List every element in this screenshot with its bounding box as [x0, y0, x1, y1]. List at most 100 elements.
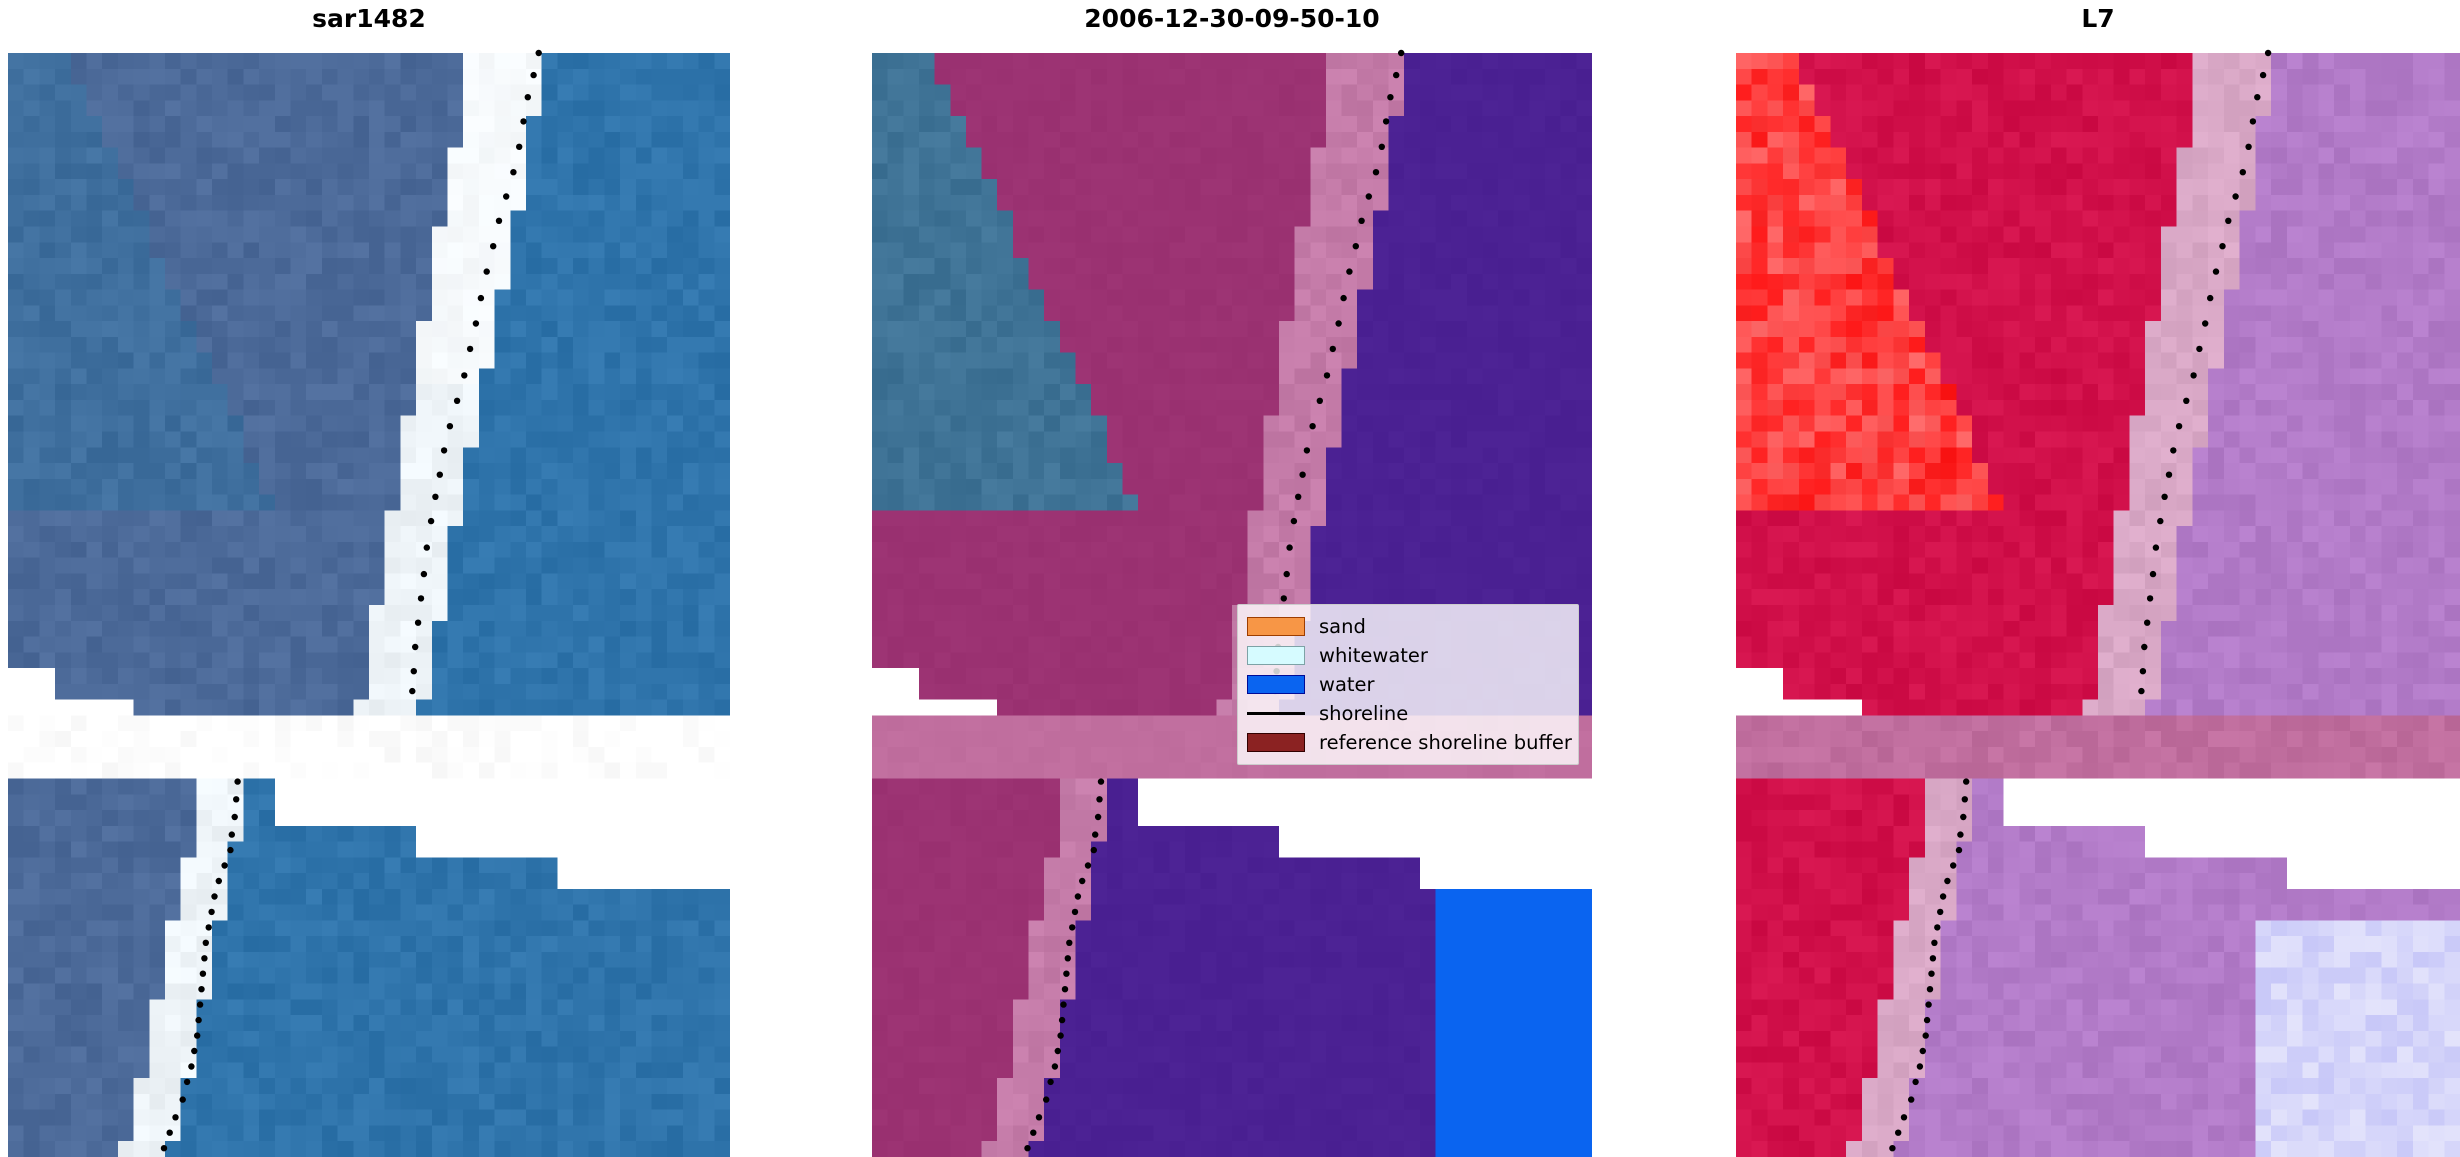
legend-label-water: water [1319, 672, 1375, 696]
shoreline-dot [1928, 970, 1935, 977]
shoreline-dot [183, 1078, 191, 1086]
panel-sar: sar1482 [8, 0, 730, 1157]
shoreline-dot [1923, 1016, 1931, 1024]
shoreline-dot [1889, 1145, 1896, 1152]
shoreline-dot [1051, 1063, 1059, 1070]
shoreline-dot [1283, 570, 1290, 578]
shoreline-dot [530, 71, 537, 79]
shoreline-dot [417, 595, 425, 602]
shoreline-dot [2249, 118, 2257, 125]
shoreline-dot [1047, 1078, 1054, 1086]
shoreline-dot [194, 1032, 201, 1039]
shoreline-dot [160, 1145, 168, 1152]
shoreline-dot [227, 846, 234, 854]
shoreline-dot [1096, 796, 1103, 803]
panel-title-sar: sar1482 [312, 4, 426, 33]
shoreline-dot [1950, 862, 1957, 869]
shoreline-dot [233, 796, 240, 803]
shoreline-dot [1963, 778, 1970, 785]
l7-raster-canvas [1736, 53, 2460, 1157]
panel-title-l7: L7 [2081, 4, 2115, 33]
shoreline-dot [2139, 668, 2147, 675]
shoreline-dot [1939, 893, 1947, 900]
shoreline-dot [1387, 94, 1394, 101]
shoreline-dot [1094, 813, 1102, 821]
shoreline-dot [202, 939, 209, 946]
shoreline-dot [2157, 517, 2164, 525]
shoreline-dot [1960, 813, 1967, 821]
shoreline-dot [2146, 595, 2154, 602]
shoreline-dot [490, 243, 497, 250]
shoreline-dot [1929, 955, 1937, 962]
shoreline-dot [1908, 1096, 1915, 1103]
shoreline-dot [198, 986, 205, 993]
shoreline-dot [2239, 169, 2246, 176]
shoreline-dot [1058, 1016, 1066, 1024]
shoreline-dot [446, 423, 454, 430]
legend-box: sand whitewater water shoreline referenc… [1237, 604, 1579, 765]
shoreline-dot [2212, 268, 2220, 275]
shoreline-dot [1329, 345, 1336, 353]
raster-sar [8, 49, 730, 1157]
legend-item-water: water [1247, 670, 1569, 699]
shoreline-dot [1303, 447, 1311, 454]
shoreline-dot [1372, 169, 1380, 176]
sar-raster-canvas [8, 53, 730, 1157]
shoreline-dot [466, 345, 474, 353]
shoreline-dot [1309, 423, 1316, 430]
shoreline-dot [1097, 778, 1105, 785]
shoreline-dot [1280, 595, 1287, 602]
shoreline-dot [461, 372, 468, 379]
shoreline-dot [1335, 320, 1342, 327]
shoreline-dot [1955, 846, 1963, 854]
shoreline-dot [1064, 955, 1071, 962]
water-swatch-icon [1247, 675, 1305, 694]
legend-item-sand: sand [1247, 612, 1569, 641]
shoreline-overlay-l7 [1889, 49, 2272, 1152]
legend-item-whitewater: whitewater [1247, 641, 1569, 670]
shoreline-dot [524, 94, 531, 101]
shoreline-dot [1066, 939, 1073, 946]
shoreline-dot [211, 893, 218, 900]
shoreline-dot [1286, 544, 1293, 551]
shoreline-dot [409, 687, 416, 695]
shoreline-dot [2183, 397, 2190, 404]
shoreline-dot [231, 813, 238, 821]
shoreline-dot [1957, 831, 1964, 838]
shoreline-dot [516, 143, 523, 150]
shoreline-dot [410, 668, 417, 675]
shoreline-dot [166, 1129, 173, 1136]
shoreline-dot [1352, 243, 1359, 250]
shoreline-overlay-sar [160, 49, 542, 1152]
shoreline-dot [520, 118, 527, 125]
shoreline-dot [172, 1114, 179, 1121]
shoreline-dot [2259, 71, 2267, 79]
shoreline-dot [503, 193, 510, 200]
shoreline-dot [1323, 372, 1331, 379]
shoreline-dot [1295, 493, 1302, 500]
legend-item-reference-buffer: reference shoreline buffer [1247, 728, 1572, 757]
shoreline-dot [2149, 570, 2157, 578]
shoreline-dot [1346, 268, 1353, 275]
legend-label-whitewater: whitewater [1319, 643, 1428, 667]
shoreline-dot [191, 1047, 198, 1055]
panel-classified: 2006-12-30-09-50-10 [872, 0, 1592, 1157]
shoreline-dot [2232, 193, 2239, 200]
shoreline-dot [1092, 831, 1099, 838]
shoreline-dot [1895, 1129, 1902, 1136]
shoreline-dot [440, 447, 448, 454]
panel-l7: L7 [1736, 0, 2460, 1157]
panel-title-classified: 2006-12-30-09-50-10 [1084, 4, 1380, 33]
raster-l7 [1736, 49, 2460, 1157]
shoreline-dot [1054, 1047, 1061, 1055]
shoreline-dot [414, 619, 422, 626]
shoreline-dot [477, 294, 485, 302]
shoreline-dot [2165, 471, 2173, 478]
shoreline-dot [510, 169, 517, 176]
shoreline-dot [427, 517, 435, 525]
shoreline-dot [2225, 217, 2232, 224]
shoreline-dot [2245, 143, 2252, 150]
shoreline-dot [1024, 1145, 1031, 1152]
shoreline-dot [1961, 796, 1968, 803]
shoreline-dot [234, 778, 241, 785]
